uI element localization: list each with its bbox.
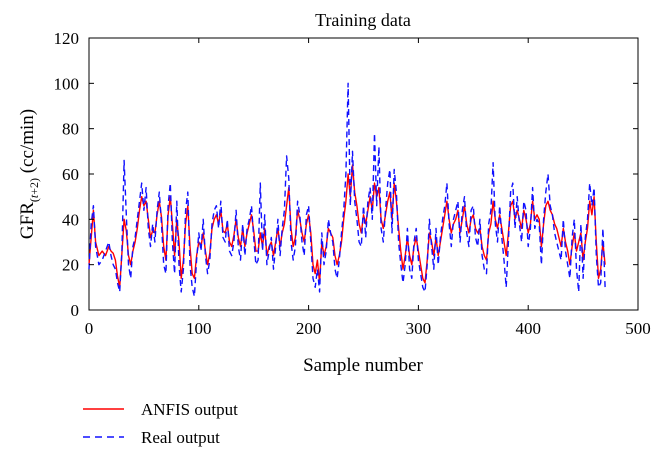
y-tick-label: 120 xyxy=(54,29,80,48)
x-tick-label: 400 xyxy=(515,319,541,338)
chart-title: Training data xyxy=(315,10,411,30)
x-tick-label: 300 xyxy=(406,319,432,338)
y-tick-label: 60 xyxy=(62,165,79,184)
x-tick-label: 0 xyxy=(85,319,94,338)
x-tick-label: 100 xyxy=(186,319,212,338)
y-axis-title-units: (cc/min) xyxy=(17,109,38,178)
y-axis-title-subscript-rest: +2) xyxy=(27,178,41,195)
y-axis-title: GFR(t+2) (cc/min) xyxy=(17,109,41,239)
y-axis-title-base: GFR xyxy=(17,202,38,239)
y-tick-label: 100 xyxy=(54,74,80,93)
y-tick-label: 80 xyxy=(62,120,79,139)
y-tick-label: 40 xyxy=(62,210,79,229)
legend-label-real-output: Real output xyxy=(141,428,220,447)
y-tick-label: 20 xyxy=(62,256,79,275)
x-tick-label: 500 xyxy=(625,319,651,338)
y-tick-label: 0 xyxy=(71,301,80,320)
legend-label-anfis-output: ANFIS output xyxy=(141,400,238,419)
x-axis-title: Sample number xyxy=(303,355,423,376)
x-tick-label: 200 xyxy=(296,319,322,338)
